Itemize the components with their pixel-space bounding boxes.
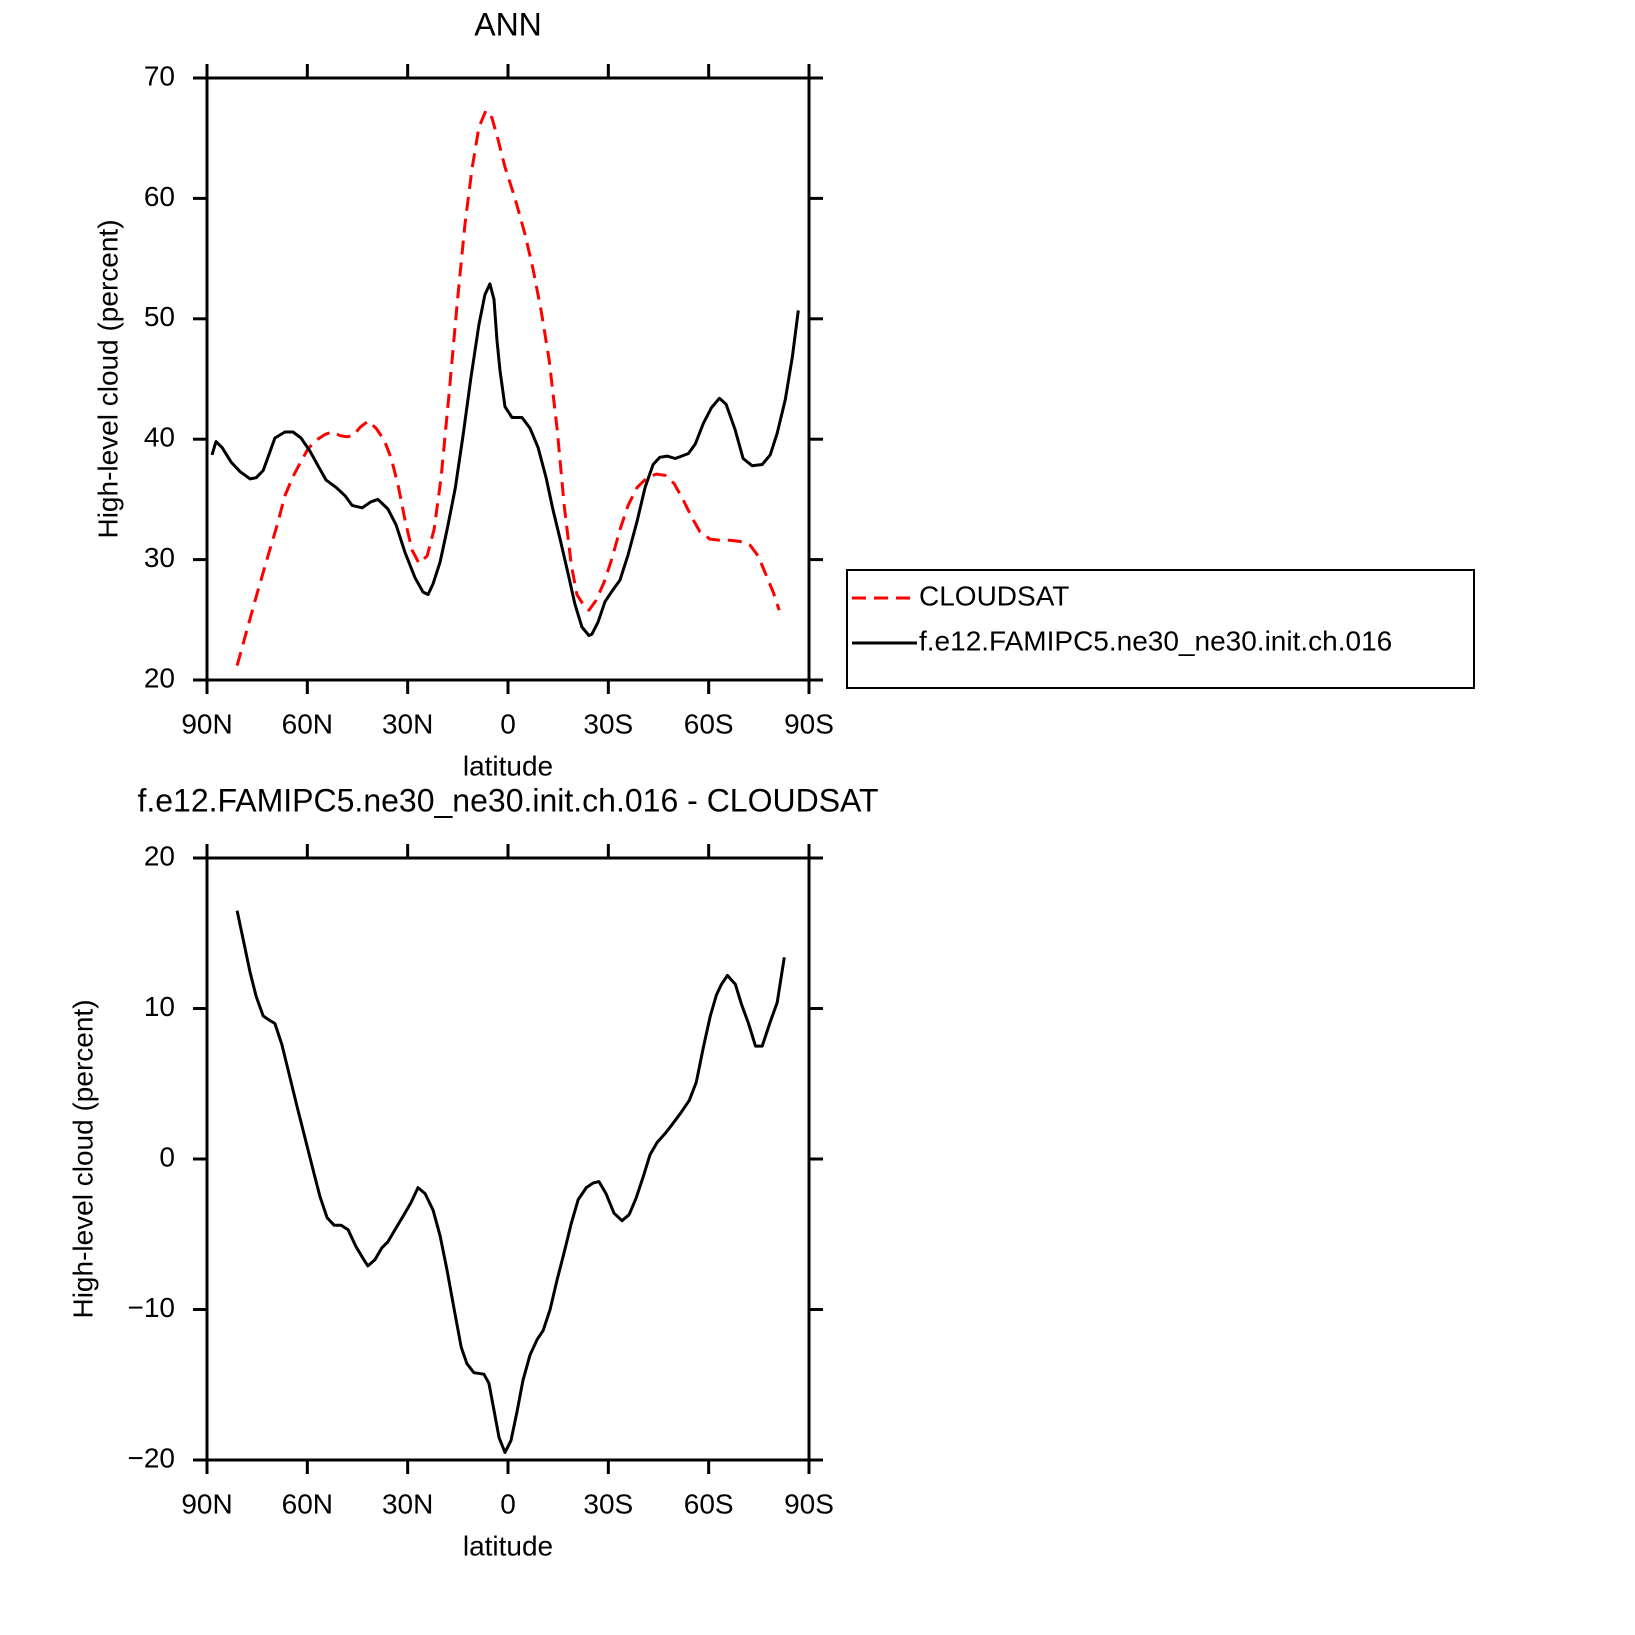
x-tick-label: 30S <box>583 708 633 739</box>
data-line <box>210 282 800 637</box>
x-axis-label: latitude <box>463 1530 553 1561</box>
y-tick-label: 50 <box>144 301 175 332</box>
x-tick-label: 90N <box>181 708 232 739</box>
y-tick-label: 30 <box>144 542 175 573</box>
x-tick-label: 90S <box>784 1488 834 1519</box>
x-tick-label: 60N <box>282 708 333 739</box>
x-axis-label: latitude <box>463 750 553 781</box>
x-tick-label: 90S <box>784 708 834 739</box>
y-tick-label: 0 <box>159 1141 175 1172</box>
chart-title: f.e12.FAMIPC5.ne30_ne30.init.ch.016 - CL… <box>137 782 878 818</box>
chart-title: ANN <box>474 6 542 42</box>
data-line <box>235 109 781 666</box>
y-tick-label: −20 <box>128 1442 176 1473</box>
y-axis-label: High-level cloud (percent) <box>67 999 98 1318</box>
y-tick-label: −10 <box>128 1292 176 1323</box>
x-tick-label: 30S <box>583 1488 633 1519</box>
y-tick-label: 70 <box>144 60 175 91</box>
x-tick-label: 90N <box>181 1488 232 1519</box>
plot-frame <box>205 76 811 682</box>
x-tick-label: 60S <box>684 708 734 739</box>
x-tick-label: 30N <box>382 1488 433 1519</box>
y-tick-label: 10 <box>144 991 175 1022</box>
y-tick-label: 40 <box>144 422 175 453</box>
y-axis-label: High-level cloud (percent) <box>92 219 123 538</box>
data-line <box>235 910 786 1454</box>
y-tick-label: 20 <box>144 662 175 693</box>
legend-box <box>846 569 1475 689</box>
x-tick-label: 60S <box>684 1488 734 1519</box>
y-tick-label: 60 <box>144 181 175 212</box>
legend-label: CLOUDSAT <box>919 580 1069 611</box>
x-tick-label: 0 <box>500 708 516 739</box>
legend-label: f.e12.FAMIPC5.ne30_ne30.init.ch.016 <box>919 625 1392 656</box>
x-tick-label: 30N <box>382 708 433 739</box>
y-tick-label: 20 <box>144 840 175 871</box>
x-tick-label: 60N <box>282 1488 333 1519</box>
plot-frame <box>205 856 811 1462</box>
x-tick-label: 0 <box>500 1488 516 1519</box>
